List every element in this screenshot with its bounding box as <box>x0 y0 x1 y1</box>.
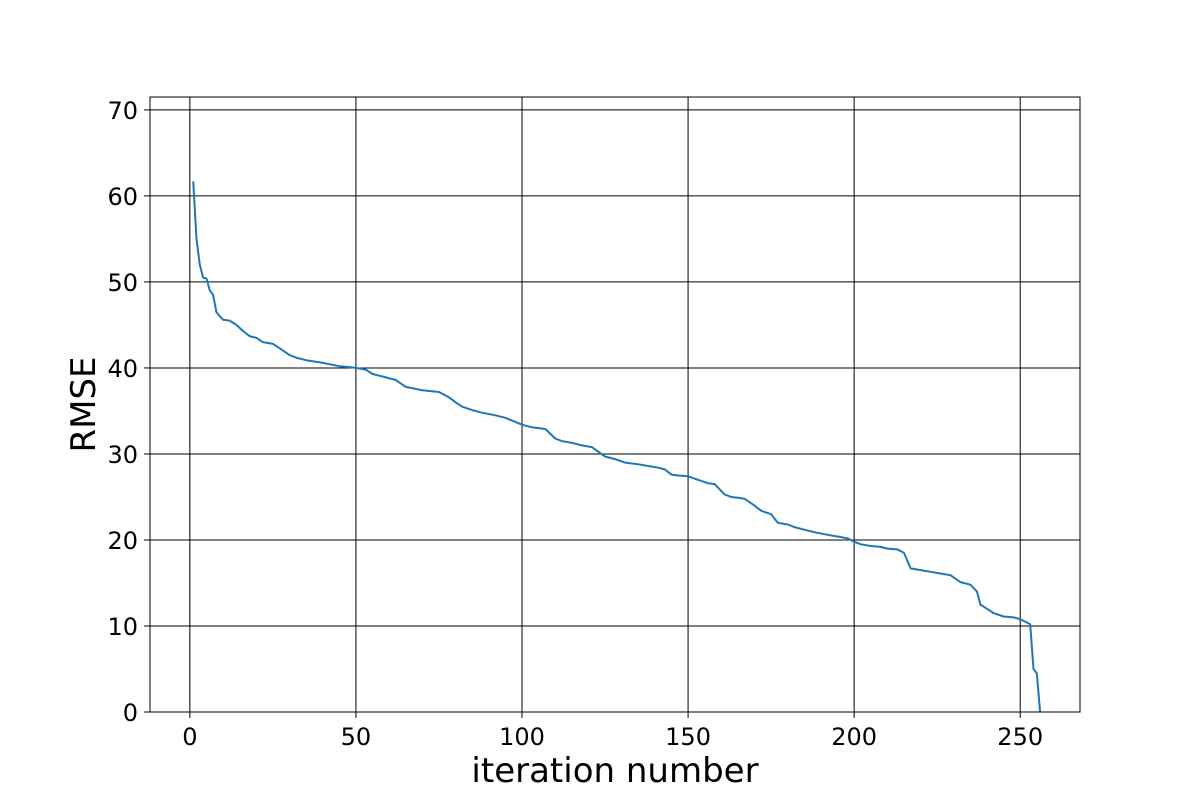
x-axis-label: iteration number <box>471 751 758 791</box>
series-layer <box>192 181 1042 713</box>
grid-lines <box>150 97 1080 713</box>
y-tick-label: 60 <box>107 183 138 211</box>
plot-frame <box>149 96 1081 713</box>
y-tick-label: 40 <box>107 355 138 383</box>
y-tick-label: 70 <box>107 97 138 125</box>
x-tick-label: 250 <box>997 723 1043 751</box>
y-tick-label: 0 <box>123 699 138 727</box>
axis-ticks: 0 50 100 150 200 250 0 10 20 30 40 50 60 70 <box>107 97 1043 751</box>
y-tick-label: 10 <box>107 613 138 641</box>
y-axis-label: RMSE <box>64 356 104 452</box>
x-tick-label: 100 <box>499 723 545 751</box>
y-tick-label: 20 <box>107 527 138 555</box>
x-tick-label: 200 <box>831 723 877 751</box>
x-tick-label: 0 <box>182 723 197 751</box>
y-tick-label: 50 <box>107 269 138 297</box>
x-tick-label: 150 <box>665 723 711 751</box>
y-tick-label: 30 <box>107 441 138 469</box>
series-line <box>192 181 1042 713</box>
x-tick-label: 50 <box>341 723 372 751</box>
